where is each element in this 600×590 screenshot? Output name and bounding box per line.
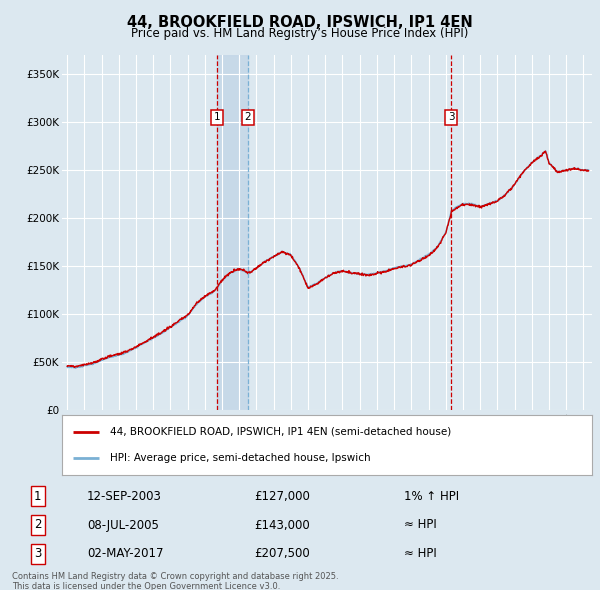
Text: £127,000: £127,000 [254,490,310,503]
Bar [217,55,248,410]
Text: 12-SEP-2003: 12-SEP-2003 [87,490,162,503]
Text: 1: 1 [34,490,41,503]
Text: 08-JUL-2005: 08-JUL-2005 [87,519,159,532]
Text: 3: 3 [448,112,455,122]
Text: ≈ HPI: ≈ HPI [404,548,436,560]
Text: 1% ↑ HPI: 1% ↑ HPI [404,490,459,503]
Text: ≈ HPI: ≈ HPI [404,519,436,532]
Text: £207,500: £207,500 [254,548,310,560]
Text: 3: 3 [34,548,41,560]
Text: 2: 2 [245,112,251,122]
Text: 44, BROOKFIELD ROAD, IPSWICH, IP1 4EN (semi-detached house): 44, BROOKFIELD ROAD, IPSWICH, IP1 4EN (s… [110,427,451,437]
Text: 1: 1 [214,112,220,122]
Text: 44, BROOKFIELD ROAD, IPSWICH, IP1 4EN: 44, BROOKFIELD ROAD, IPSWICH, IP1 4EN [127,15,473,30]
Text: 2: 2 [34,519,41,532]
Text: Contains HM Land Registry data © Crown copyright and database right 2025.
This d: Contains HM Land Registry data © Crown c… [12,572,338,590]
Text: 02-MAY-2017: 02-MAY-2017 [87,548,163,560]
Text: HPI: Average price, semi-detached house, Ipswich: HPI: Average price, semi-detached house,… [110,453,370,463]
Text: £143,000: £143,000 [254,519,310,532]
Text: Price paid vs. HM Land Registry’s House Price Index (HPI): Price paid vs. HM Land Registry’s House … [131,27,469,40]
